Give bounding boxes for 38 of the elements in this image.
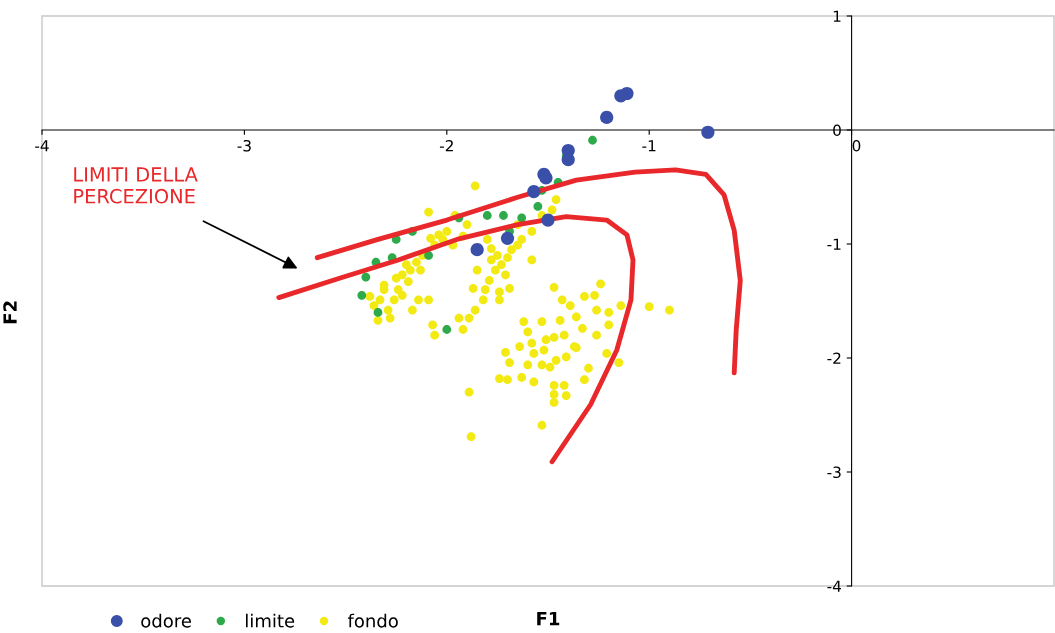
point (357, 290, 367, 300)
x-tick-label: -4 (35, 140, 49, 152)
annotation: LIMITI DELLA PERCEZIONE (74, 167, 198, 204)
y-tick-label: -4 (827, 580, 842, 592)
line-series (314, 167, 743, 376)
point (600, 110, 614, 125)
point (533, 201, 543, 211)
x-axis-title: F1 (537, 612, 560, 626)
y-tick-label: 1 (833, 10, 841, 22)
legend-label: fondo (347, 613, 398, 628)
point (539, 171, 553, 185)
legend-label: limite (246, 613, 295, 628)
x-tick-label: -1 (642, 140, 656, 152)
y-tick-label: -1 (827, 238, 841, 250)
point (541, 213, 555, 227)
y-tick-label: -3 (827, 466, 841, 479)
point (482, 211, 492, 220)
point (588, 135, 597, 145)
point (701, 125, 715, 139)
point (424, 251, 433, 260)
legend-label: odore (141, 613, 191, 628)
x-tick-label: -3 (237, 139, 251, 152)
point (361, 272, 371, 282)
x-tick-label: 0 (852, 139, 861, 152)
point (499, 211, 508, 220)
point (527, 184, 541, 199)
point (561, 153, 575, 167)
point (470, 243, 484, 257)
y-tick-label: -2 (827, 352, 841, 364)
point (614, 89, 628, 103)
y-tick-label: 0 (833, 124, 841, 137)
point (517, 213, 527, 223)
x-tick-label: -2 (439, 139, 453, 152)
line-series (276, 214, 636, 465)
point (500, 231, 515, 245)
point (373, 308, 383, 317)
y-axis-title: F2 (3, 301, 17, 324)
point (442, 325, 452, 334)
